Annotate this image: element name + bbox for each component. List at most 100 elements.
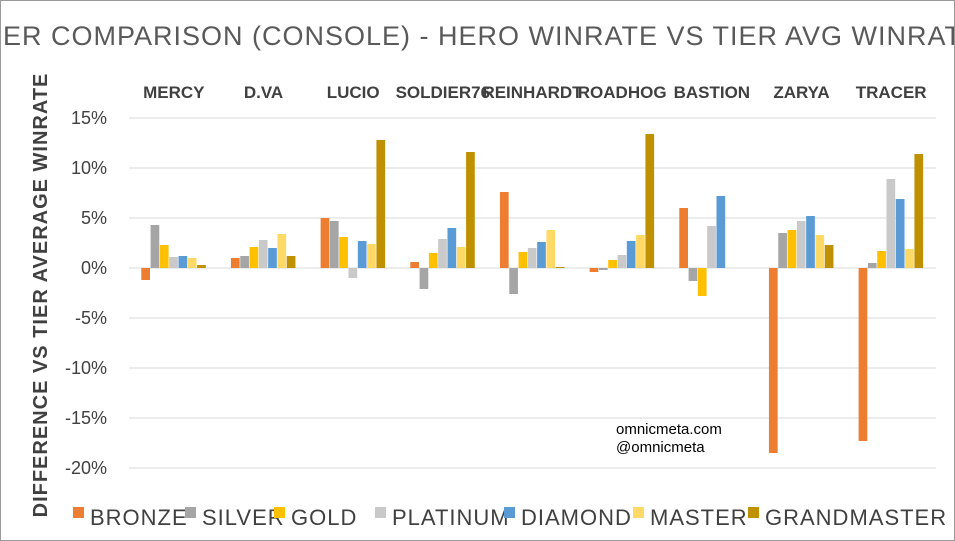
bar-silver-mercy <box>150 225 160 268</box>
bar-silver-roadhog <box>598 268 608 270</box>
bar-bronze-soldier76 <box>410 262 419 268</box>
bar-master-lucio <box>367 244 376 268</box>
bar-silver-bastion <box>688 268 698 281</box>
bar-grandmaster-tracer <box>914 154 924 268</box>
bar-gold-soldier76 <box>428 253 438 268</box>
annotation-website: omnicmeta.com <box>616 421 722 438</box>
category-label: TRACER <box>856 83 927 102</box>
category-label: LUCIO <box>327 83 380 102</box>
bar-diamond-bastion <box>716 196 726 268</box>
legend-swatch-grandmaster <box>748 507 759 518</box>
bar-grandmaster-roadhog <box>645 134 655 268</box>
bars <box>141 134 924 453</box>
bar-grandmaster-dva <box>286 256 296 268</box>
category-label: REINHARDT <box>482 83 583 102</box>
y-axis-ticks: 15% 10% 5% 0% -5% -10% -15% -20% <box>65 108 107 478</box>
legend-swatch-bronze <box>73 507 84 518</box>
bar-gold-zarya <box>787 230 797 268</box>
bar-gold-dva <box>249 247 259 268</box>
category-label: BASTION <box>674 83 751 102</box>
y-tick-label: -10% <box>65 358 107 378</box>
legend-swatch-diamond <box>504 507 515 518</box>
chart-title: TIER COMPARISON (CONSOLE) - HERO WINRATE… <box>1 21 954 51</box>
legend: BRONZE SILVER GOLD PLATINUM DIAMOND MASTER GRA… <box>73 505 947 530</box>
bar-bronze-roadhog <box>589 268 599 272</box>
bar-master-tracer <box>905 249 914 268</box>
bar-silver-zarya <box>778 233 787 268</box>
bar-bronze-dva <box>230 258 240 268</box>
category-label: MERCY <box>143 83 205 102</box>
legend-label-master: MASTER <box>650 505 748 530</box>
annotation-handle: @omnicmeta <box>616 439 705 456</box>
bar-silver-dva <box>240 256 249 268</box>
bar-bronze-lucio <box>320 218 330 268</box>
bar-grandmaster-reinhardt <box>555 267 565 268</box>
y-tick-label: 10% <box>71 158 107 178</box>
bar-bronze-bastion <box>679 208 688 268</box>
bar-gold-bastion <box>697 268 707 296</box>
y-tick-label: -15% <box>65 408 107 428</box>
legend-label-silver: SILVER <box>202 505 285 530</box>
bar-diamond-soldier76 <box>447 228 457 268</box>
bar-silver-lucio <box>329 221 339 268</box>
y-tick-label: -5% <box>75 308 107 328</box>
bar-platinum-lucio <box>348 268 358 278</box>
bar-bronze-zarya <box>768 268 778 453</box>
legend-label-bronze: BRONZE <box>90 505 188 530</box>
category-label: D.VA <box>244 83 283 102</box>
bar-master-mercy <box>187 258 197 268</box>
category-label: ROADHOG <box>578 83 667 102</box>
category-label: ZARYA <box>773 83 829 102</box>
bar-grandmaster-soldier76 <box>466 152 475 268</box>
bar-diamond-reinhardt <box>537 242 546 268</box>
y-tick-label: 15% <box>71 108 107 128</box>
bar-bronze-mercy <box>141 268 150 280</box>
legend-swatch-silver <box>185 507 196 518</box>
legend-swatch-master <box>633 507 644 518</box>
bar-diamond-dva <box>268 248 277 268</box>
legend-label-platinum: PLATINUM <box>392 505 510 530</box>
bar-diamond-roadhog <box>626 241 636 268</box>
bar-gold-lucio <box>339 237 348 268</box>
bar-gold-tracer <box>877 251 886 268</box>
bar-diamond-mercy <box>178 256 188 268</box>
bar-grandmaster-mercy <box>197 265 206 268</box>
legend-label-diamond: DIAMOND <box>521 505 632 530</box>
bar-master-dva <box>277 234 287 268</box>
bar-master-soldier76 <box>456 247 466 268</box>
bar-platinum-reinhardt <box>527 248 537 268</box>
bar-diamond-zarya <box>806 216 815 268</box>
bar-platinum-mercy <box>169 257 178 268</box>
bar-platinum-tracer <box>886 179 896 268</box>
bar-platinum-soldier76 <box>438 239 447 268</box>
bar-platinum-bastion <box>707 226 716 268</box>
category-label: SOLDIER76 <box>396 83 490 102</box>
bar-gold-mercy <box>159 245 169 268</box>
bar-grandmaster-zarya <box>824 245 834 268</box>
bar-master-roadhog <box>636 235 645 268</box>
bar-gold-roadhog <box>608 260 617 268</box>
bar-silver-soldier76 <box>419 268 429 289</box>
legend-swatch-platinum <box>375 507 386 518</box>
y-tick-label: 5% <box>81 208 107 228</box>
bar-diamond-lucio <box>357 241 367 268</box>
bar-platinum-roadhog <box>617 255 627 268</box>
bar-diamond-tracer <box>895 199 905 268</box>
bar-silver-tracer <box>867 263 877 268</box>
legend-swatch-gold <box>274 507 285 518</box>
bar-silver-reinhardt <box>509 268 518 294</box>
legend-label-gold: GOLD <box>291 505 357 530</box>
y-tick-label: -20% <box>65 458 107 478</box>
legend-label-grandmaster: GRANDMASTER <box>765 505 947 530</box>
gridlines <box>129 117 936 469</box>
bar-master-reinhardt <box>546 230 556 268</box>
bar-master-zarya <box>815 235 825 268</box>
bar-platinum-zarya <box>796 221 806 268</box>
bar-gold-reinhardt <box>518 252 528 268</box>
bar-bronze-reinhardt <box>499 192 509 268</box>
bar-platinum-dva <box>258 240 268 268</box>
y-axis-label: DIFFERENCE VS TIER AVERAGE WINRATE <box>30 73 52 518</box>
